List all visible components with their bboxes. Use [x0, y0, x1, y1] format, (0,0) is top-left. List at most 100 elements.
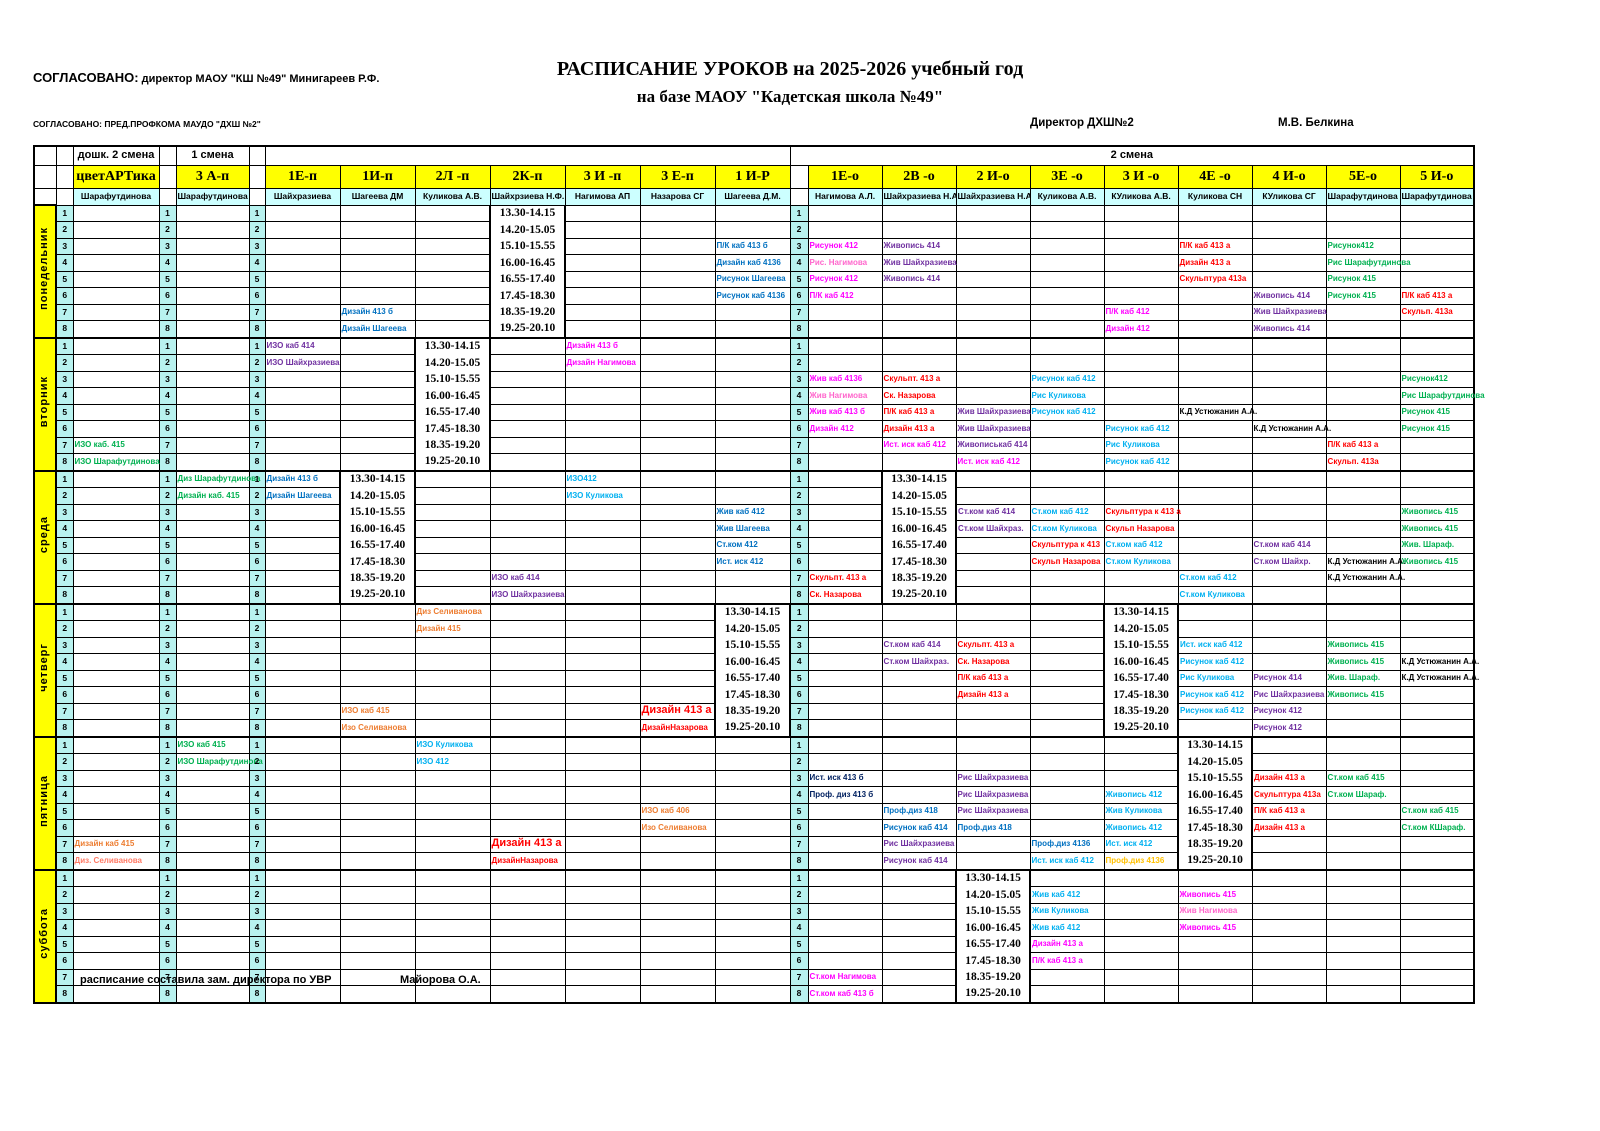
lesson-cell — [564, 636, 641, 654]
lesson-cell — [1325, 736, 1401, 754]
period-number: 6 — [55, 686, 74, 704]
lesson-cell — [1103, 270, 1179, 288]
lesson-cell: Жив каб 412 — [714, 503, 791, 521]
lesson-cell — [714, 786, 791, 804]
lesson-cell — [955, 254, 1031, 272]
lesson-cell: Живопись 412 — [1103, 819, 1179, 837]
lesson-cell: Скульп Назарова — [1029, 553, 1105, 571]
lesson-cell: ИЗО Куликова — [564, 487, 641, 505]
lesson-cell — [264, 719, 341, 738]
lesson-cell: Рис Шайхразиева — [955, 786, 1031, 804]
lesson-cell — [1177, 420, 1253, 438]
lesson-cell — [807, 686, 883, 704]
lesson-cell — [489, 520, 566, 538]
period-number: 1 — [158, 204, 177, 222]
lesson-cell — [339, 254, 416, 272]
lesson-cell — [489, 702, 566, 720]
period-number: 5 — [158, 536, 177, 554]
time-cell: 16.55-17.40 — [489, 271, 566, 288]
lesson-cell: Ист. иск 412 — [714, 553, 791, 571]
period-number: 1 — [55, 603, 74, 621]
lesson-cell — [72, 653, 160, 671]
lesson-cell — [1399, 221, 1475, 239]
lesson-cell — [339, 337, 416, 355]
lesson-cell — [807, 835, 883, 853]
lesson-cell — [1399, 835, 1475, 853]
lesson-cell — [1029, 354, 1105, 372]
lesson-cell — [564, 702, 641, 720]
period-number: 4 — [55, 786, 74, 804]
lesson-cell — [414, 536, 491, 554]
shift2-header: 2 смена — [789, 145, 1475, 166]
lesson-cell — [264, 320, 341, 339]
lesson-cell — [1177, 470, 1253, 488]
period-number: 5 — [55, 536, 74, 554]
period-number: 2 — [248, 620, 266, 638]
lesson-cell: ИЗО Куликова — [414, 736, 491, 754]
period-number: 3 — [55, 636, 74, 654]
period-number: 6 — [158, 420, 177, 438]
lesson-cell — [955, 719, 1031, 738]
period-number: 1 — [248, 204, 266, 222]
lesson-cell: Ст.ком каб 415 — [1325, 769, 1401, 787]
lesson-cell — [807, 470, 883, 488]
lesson-cell — [639, 786, 716, 804]
lesson-cell — [1325, 702, 1401, 720]
lesson-cell — [714, 387, 791, 405]
lesson-cell — [1399, 254, 1475, 272]
time-cell: 16.55-17.40 — [1177, 803, 1254, 820]
period-number: 2 — [158, 221, 177, 239]
lesson-cell: Рисунок 414 — [1251, 669, 1327, 687]
time-cell: 16.00-16.45 — [1177, 786, 1254, 803]
lesson-cell — [72, 221, 160, 239]
lesson-cell — [714, 337, 791, 355]
lesson-cell — [339, 753, 416, 771]
lesson-cell: К.Д Устюжанин А.А. — [1325, 569, 1405, 587]
lesson-cell: Рисунок Шагеева — [714, 270, 791, 288]
lesson-cell — [1399, 935, 1475, 953]
lesson-cell: К.Д Устюжанин А.А. — [1399, 669, 1479, 687]
lesson-cell — [414, 835, 491, 853]
lesson-cell — [414, 320, 491, 339]
lesson-cell: Скульп Назарова — [1103, 520, 1179, 538]
period-number: 4 — [248, 387, 266, 405]
time-cell: 15.10-15.55 — [713, 637, 792, 654]
lesson-cell — [1251, 835, 1327, 853]
lesson-cell — [175, 620, 250, 638]
lesson-cell — [339, 287, 416, 305]
lesson-cell — [264, 403, 341, 421]
time-cell: 13.30-14.15 — [339, 470, 416, 488]
time-cell: 16.55-17.40 — [339, 537, 416, 554]
lesson-cell: Проф.диз 4136 — [1029, 835, 1105, 853]
period-number: 7 — [55, 835, 74, 853]
group-header: 3 А-п — [175, 165, 250, 189]
lesson-cell — [414, 669, 491, 687]
lesson-cell — [175, 387, 250, 405]
lesson-cell: Дизайн 413 а — [1251, 819, 1327, 837]
lesson-cell: Ист. иск 413 б — [807, 769, 883, 787]
lesson-cell — [1177, 968, 1253, 986]
lesson-cell — [881, 303, 957, 321]
period-number: 5 — [248, 403, 266, 421]
period-number: 1 — [248, 869, 266, 887]
time-cell: 14.20-15.05 — [955, 886, 1032, 903]
period-number: 1 — [55, 204, 74, 222]
period-number: 2 — [55, 221, 74, 239]
lesson-cell — [564, 420, 641, 438]
lesson-cell — [414, 221, 491, 239]
period-number: 1 — [55, 736, 74, 754]
lesson-cell — [1177, 320, 1253, 339]
lesson-cell — [339, 919, 416, 937]
lesson-cell — [1177, 620, 1253, 638]
lesson-cell — [564, 669, 641, 687]
lesson-cell — [881, 620, 957, 638]
lesson-cell — [1103, 935, 1179, 953]
lesson-cell — [881, 869, 957, 887]
period-number: 8 — [55, 985, 74, 1004]
group-header: 1Е-о — [807, 165, 883, 189]
lesson-cell — [1103, 902, 1179, 920]
lesson-cell: П/К каб 413 а — [1029, 952, 1105, 970]
lesson-cell — [1029, 204, 1105, 222]
lesson-cell — [639, 753, 716, 771]
lesson-cell: Рисунок каб 412 — [1177, 653, 1253, 671]
